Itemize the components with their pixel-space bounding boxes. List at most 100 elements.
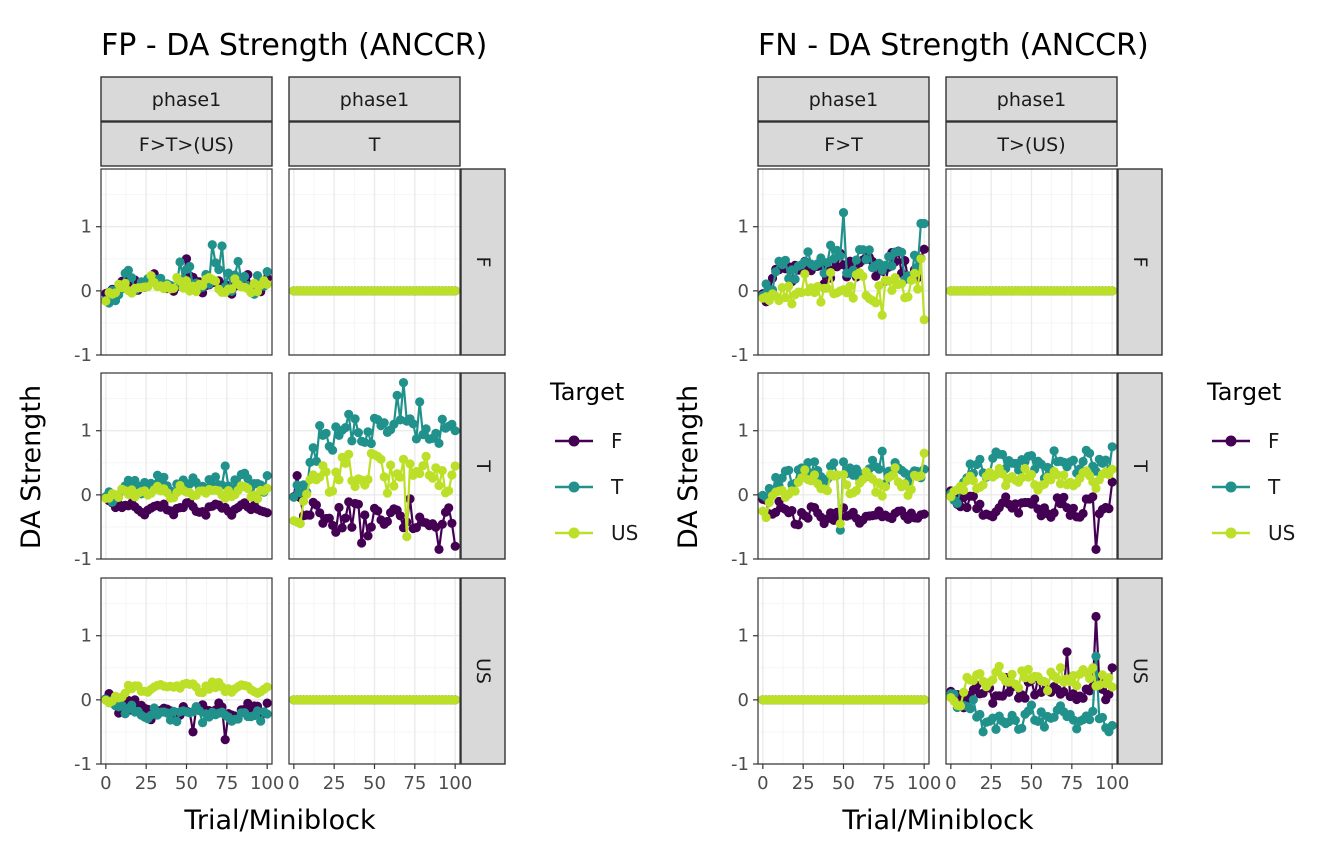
- x-tick-label: 0: [945, 773, 956, 794]
- data-point-us: [887, 471, 897, 481]
- data-point-f: [324, 513, 334, 523]
- data-point-t: [1033, 716, 1043, 727]
- data-point-f: [871, 271, 881, 281]
- data-point-us: [376, 454, 386, 464]
- data-point-f: [1104, 689, 1114, 700]
- data-point-t: [803, 247, 813, 257]
- data-point-us: [1107, 286, 1117, 296]
- data-point-t: [363, 427, 373, 437]
- data-point-us: [191, 286, 201, 297]
- legend-key-point: [1225, 481, 1237, 493]
- data-point-us: [181, 276, 192, 286]
- y-tick-label: 0: [81, 485, 92, 506]
- data-point-t: [826, 240, 836, 250]
- data-point-t: [1101, 455, 1111, 465]
- data-point-t: [991, 724, 1001, 735]
- facet-row-label: US: [472, 658, 494, 684]
- data-point-us: [887, 285, 897, 295]
- data-point-us: [848, 293, 858, 303]
- data-point-us: [900, 479, 910, 489]
- data-point-f: [405, 494, 415, 504]
- data-point-f: [353, 499, 363, 509]
- facet-strip-top: [945, 76, 1118, 122]
- data-point-t: [437, 414, 447, 424]
- data-point-t: [398, 378, 409, 388]
- facet-strip-top: [100, 76, 273, 122]
- data-point-t: [431, 428, 441, 438]
- data-point-t: [217, 241, 227, 251]
- data-point-t: [298, 480, 309, 490]
- data-point-f: [771, 507, 781, 517]
- y-tick-label: 0: [738, 690, 749, 711]
- data-point-us: [298, 496, 309, 506]
- data-point-us: [210, 276, 221, 286]
- data-point-t: [851, 255, 862, 265]
- data-point-t: [874, 464, 884, 474]
- data-point-t: [347, 436, 357, 446]
- data-point-us: [897, 279, 907, 289]
- data-point-f: [444, 503, 454, 513]
- data-point-us: [978, 480, 988, 490]
- data-point-us: [890, 463, 900, 473]
- data-point-t: [392, 390, 402, 400]
- x-tick-label: 0: [100, 773, 111, 794]
- y-tick-label: 0: [81, 281, 92, 302]
- y-tick-label: 1: [738, 217, 749, 238]
- data-point-t: [185, 261, 195, 272]
- data-point-f: [360, 510, 370, 520]
- data-point-t: [997, 449, 1008, 460]
- data-point-us: [321, 467, 331, 477]
- data-point-us: [1085, 673, 1095, 684]
- data-point-us: [262, 279, 272, 289]
- data-point-us: [916, 254, 926, 264]
- data-point-t: [289, 492, 299, 502]
- data-point-us: [315, 472, 325, 482]
- data-point-us: [389, 481, 399, 491]
- legend-title: Target: [549, 378, 624, 406]
- data-point-t: [851, 464, 862, 474]
- data-point-us: [994, 661, 1004, 671]
- data-point-f: [382, 516, 392, 527]
- y-tick-label: 1: [81, 217, 92, 238]
- data-point-t: [321, 428, 331, 438]
- data-point-f: [975, 499, 985, 509]
- data-point-us: [101, 296, 111, 306]
- data-point-f: [337, 523, 347, 533]
- data-point-us: [428, 473, 438, 483]
- data-point-t: [328, 445, 338, 455]
- data-point-t: [146, 710, 156, 720]
- facet-panel: -1 0 1: [731, 168, 930, 366]
- legend-key-point: [1225, 527, 1237, 539]
- x-tick-label: 25: [323, 773, 346, 794]
- data-point-us: [437, 466, 447, 476]
- panel-border: [100, 372, 273, 560]
- data-point-f: [988, 698, 998, 708]
- data-point-t: [379, 418, 389, 428]
- facet-strip-label: phase1: [152, 89, 221, 111]
- data-point-f: [1014, 508, 1024, 518]
- data-point-t: [175, 257, 185, 267]
- data-point-us: [968, 476, 979, 486]
- data-point-f: [1059, 687, 1069, 697]
- data-point-us: [120, 278, 130, 288]
- y-tick-label: 1: [738, 421, 749, 442]
- facet-panel: [945, 372, 1118, 560]
- data-point-t: [230, 475, 240, 485]
- data-point-f: [962, 502, 972, 513]
- y-tick-label: 1: [81, 421, 92, 442]
- data-point-us: [227, 284, 237, 294]
- facet-strip-top: [288, 76, 461, 122]
- facet-row-strip: [1117, 577, 1163, 765]
- data-point-t: [262, 471, 272, 481]
- data-point-t: [1049, 712, 1059, 722]
- data-point-us: [146, 271, 156, 281]
- data-point-us: [1023, 664, 1033, 675]
- data-point-f: [363, 531, 373, 541]
- data-point-us: [780, 293, 791, 303]
- data-point-us: [975, 669, 985, 679]
- data-point-t: [256, 716, 266, 726]
- facet-row-strip: [1117, 372, 1163, 560]
- data-point-t: [897, 247, 907, 257]
- y-axis-label: DA Strength: [16, 385, 47, 549]
